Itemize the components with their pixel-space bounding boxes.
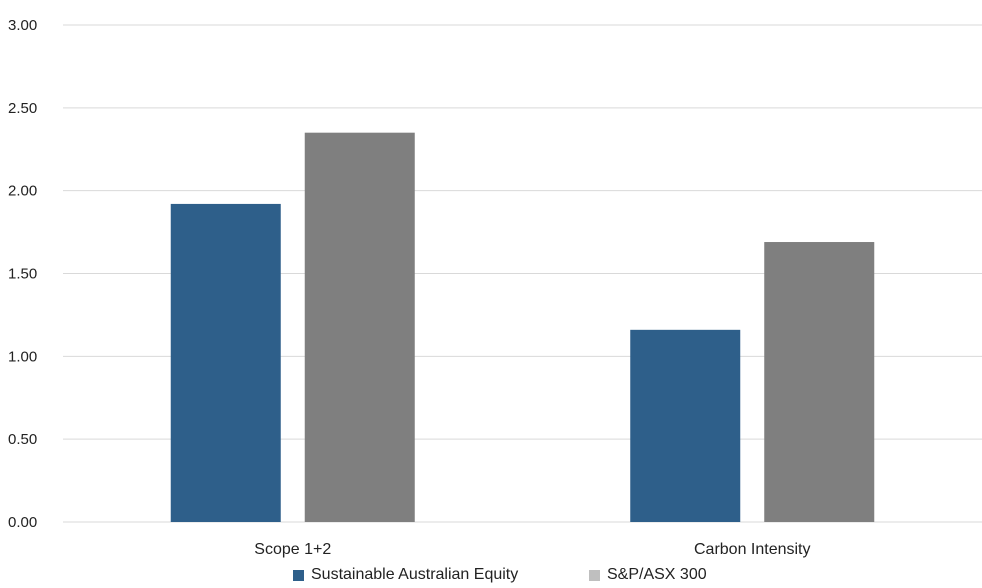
legend-item-sustainable-australian-equity: Sustainable Australian Equity	[293, 566, 518, 584]
bar	[764, 242, 875, 523]
x-axis-categories: Scope 1+2 Carbon Intensity	[254, 541, 810, 558]
x-category-label: Scope 1+2	[254, 541, 331, 558]
legend-swatch-sustainable-australian-equity	[293, 569, 304, 581]
y-tick-label: 2.00	[8, 183, 37, 200]
bar	[630, 329, 741, 522]
bars	[170, 132, 875, 523]
x-category-label: Carbon Intensity	[694, 541, 811, 558]
legend: Sustainable Australian Equity S&P/ASX 30…	[0, 566, 982, 588]
y-tick-label: 1.00	[8, 348, 37, 365]
bar-chart: 0.00 0.50 1.00 1.50 2.00 2.50 3.00 Scope 1+2 Ca…	[8, 17, 982, 558]
y-axis-ticks: 0.00 0.50 1.00 1.50 2.00 2.50 3.00	[8, 17, 37, 531]
bar	[170, 203, 281, 523]
y-tick-label: 3.00	[8, 17, 37, 34]
legend-label-sustainable-australian-equity: Sustainable Australian Equity	[311, 566, 519, 583]
legend-item-sp-asx-300: S&P/ASX 300	[589, 566, 707, 584]
y-tick-label: 0.50	[8, 431, 37, 448]
y-tick-label: 0.00	[8, 514, 37, 531]
bar	[304, 132, 415, 522]
y-tick-label: 1.50	[8, 266, 37, 283]
legend-label-sp-asx-300: S&P/ASX 300	[607, 566, 707, 583]
y-tick-label: 2.50	[8, 100, 37, 117]
legend-swatch-sp-asx-300	[589, 569, 600, 581]
